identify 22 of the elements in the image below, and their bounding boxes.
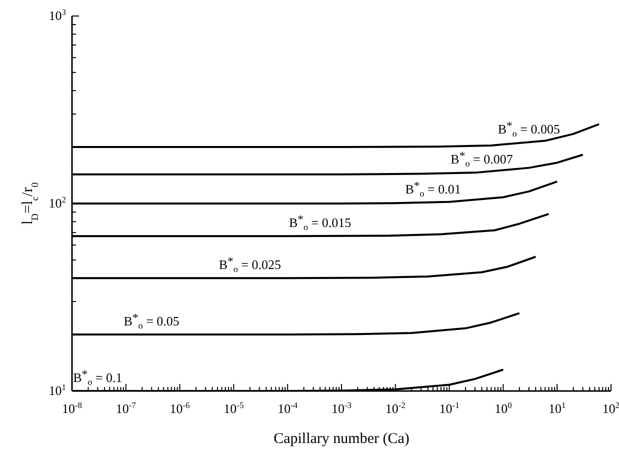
y-tick-label: 10$^{2}$ xyxy=(48,194,66,210)
annotation: B$^{*}$$_{o}$ = 0.007 xyxy=(450,150,514,168)
x-tick-label: 10$^{0}$ xyxy=(494,400,512,416)
x-axis-title: Capillary number (Ca) xyxy=(274,431,410,447)
x-tick-label: 10$^{-4}$ xyxy=(278,400,298,416)
y-tick-label: 10$^{3}$ xyxy=(48,7,66,23)
annotation: B$^{*}$$_{o}$ = 0.05 xyxy=(124,312,180,330)
x-tick-label: 10$^{-7}$ xyxy=(116,400,136,416)
x-tick-label: 10$^{-5}$ xyxy=(224,400,244,416)
y-tick-label: 10$^{1}$ xyxy=(48,382,66,398)
x-tick-label: 10$^{-6}$ xyxy=(170,400,190,416)
x-tick-label: 10$^{-2}$ xyxy=(385,400,406,416)
annotation: B$^{*}$$_{o}$ = 0.1 xyxy=(73,368,122,387)
x-tick-label: 10$^{1}$ xyxy=(548,400,566,416)
annotation: B$^{*}$$_{o}$ = 0.025 xyxy=(218,256,282,274)
x-tick-label: 10$^{2}$ xyxy=(602,400,619,416)
x-tick-label: 10$^{-1}$ xyxy=(439,400,460,416)
annotation: B$^{*}$$_{o}$ = 0.01 xyxy=(405,180,461,198)
annotation: B$^{*}$$_{o}$ = 0.005 xyxy=(498,120,560,138)
x-tick-label: 10$^{-3}$ xyxy=(331,400,352,416)
annotation: B$^{*}$$_{o}$ = 0.015 xyxy=(288,214,352,232)
x-tick-label: 10$^{-8}$ xyxy=(62,400,82,416)
